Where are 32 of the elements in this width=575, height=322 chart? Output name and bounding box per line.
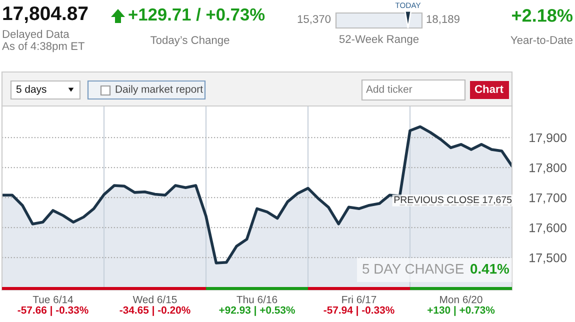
text: Chart <box>474 84 504 93</box>
text: -34.65 | -0.20% <box>120 306 190 316</box>
y-tick-label: 17,900 <box>530 133 566 144</box>
y-tick-label: 17,500 <box>530 253 566 264</box>
y-tick-label: 17,600 <box>530 223 566 234</box>
text: +2.18% <box>512 9 573 22</box>
annotation: 0.41% <box>470 264 510 274</box>
x-tick-label: Thu 6/16 <box>236 296 278 304</box>
text: Year-to-Date <box>510 36 573 44</box>
text: -57.94 | -0.33% <box>324 306 394 316</box>
text: +130 | +0.73% <box>428 306 495 316</box>
x-tick-label: Fri 6/17 <box>342 296 376 304</box>
text: Add ticker <box>366 85 412 93</box>
text: As of 4:38pm ET <box>2 42 84 52</box>
x-tick-label: Wed 6/15 <box>132 296 177 304</box>
text: 18,189 <box>426 15 460 24</box>
y-tick-label: 17,700 <box>530 193 566 204</box>
ref-line-label: PREVIOUS CLOSE 17,675 <box>394 196 512 204</box>
text: +92.93 | +0.53% <box>219 306 295 316</box>
x-tick-label: Tue 6/14 <box>32 296 74 304</box>
text: 17,804.87 <box>3 6 88 24</box>
text: -57.66 | -0.33% <box>18 306 88 316</box>
text: +129.71 / +0.73% <box>128 8 265 21</box>
text: Daily market report <box>116 85 203 95</box>
x-tick-label: Mon 6/20 <box>440 296 482 304</box>
text: 52-Week Range <box>339 34 419 46</box>
text: 5 days <box>16 85 46 95</box>
annotation: 5 DAY CHANGE <box>362 264 464 274</box>
text: Today’s Change <box>150 36 230 46</box>
text: Delayed Data <box>2 30 70 40</box>
text: 15,370 <box>298 15 331 24</box>
y-tick-label: 17,800 <box>530 163 566 174</box>
